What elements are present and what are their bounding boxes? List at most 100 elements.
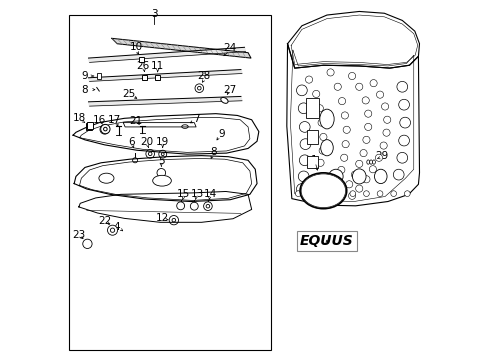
Circle shape	[195, 84, 203, 93]
Circle shape	[299, 122, 309, 132]
Circle shape	[300, 139, 310, 149]
Circle shape	[161, 153, 164, 156]
Text: 27: 27	[223, 85, 236, 95]
Circle shape	[339, 189, 346, 196]
Text: 9: 9	[81, 71, 88, 81]
Text: EQUUS: EQUUS	[300, 234, 353, 248]
Circle shape	[381, 103, 388, 110]
Ellipse shape	[319, 109, 333, 129]
Ellipse shape	[301, 174, 345, 208]
Text: 10: 10	[129, 42, 142, 52]
Bar	[306, 156, 317, 168]
Text: 13: 13	[190, 189, 203, 199]
Ellipse shape	[320, 140, 333, 156]
Text: 18: 18	[73, 113, 86, 123]
Circle shape	[379, 142, 386, 149]
Circle shape	[333, 177, 341, 184]
Circle shape	[326, 69, 333, 76]
Circle shape	[299, 155, 309, 166]
Circle shape	[190, 202, 198, 210]
Text: 8: 8	[81, 85, 88, 95]
Circle shape	[316, 159, 324, 166]
Ellipse shape	[99, 173, 114, 183]
Text: 4: 4	[114, 222, 120, 231]
Circle shape	[145, 149, 154, 158]
Text: 1: 1	[310, 155, 317, 165]
Circle shape	[349, 191, 355, 197]
Circle shape	[398, 99, 408, 110]
Text: 28: 28	[197, 71, 210, 81]
Circle shape	[322, 191, 328, 197]
Text: 19: 19	[156, 138, 169, 147]
Polygon shape	[74, 156, 257, 202]
Text: 17: 17	[108, 115, 121, 125]
Text: 24: 24	[223, 43, 236, 53]
Polygon shape	[112, 39, 250, 58]
Bar	[139, 57, 144, 62]
Text: 23: 23	[72, 230, 85, 239]
Text: 11: 11	[151, 61, 164, 71]
Circle shape	[392, 169, 403, 180]
Circle shape	[319, 134, 326, 140]
Circle shape	[316, 105, 323, 112]
Circle shape	[369, 80, 376, 87]
Ellipse shape	[374, 169, 386, 184]
Circle shape	[382, 129, 389, 136]
Circle shape	[398, 135, 408, 146]
Circle shape	[203, 202, 212, 211]
Circle shape	[368, 166, 376, 173]
Circle shape	[102, 128, 106, 131]
Text: 21: 21	[129, 116, 142, 126]
Circle shape	[298, 171, 308, 182]
Polygon shape	[88, 47, 245, 62]
Circle shape	[110, 228, 115, 232]
Polygon shape	[88, 96, 242, 106]
Circle shape	[333, 83, 341, 90]
Circle shape	[396, 81, 407, 92]
Circle shape	[305, 76, 312, 83]
Polygon shape	[73, 114, 258, 154]
Circle shape	[345, 181, 352, 188]
Circle shape	[362, 97, 368, 104]
Ellipse shape	[220, 98, 227, 103]
Circle shape	[82, 239, 92, 248]
Circle shape	[341, 112, 348, 119]
Circle shape	[176, 202, 184, 210]
Text: 7: 7	[192, 114, 199, 124]
Circle shape	[206, 204, 209, 208]
Ellipse shape	[352, 169, 366, 184]
Circle shape	[362, 176, 369, 183]
Ellipse shape	[300, 173, 346, 209]
Text: 20: 20	[140, 138, 153, 147]
Circle shape	[355, 185, 362, 192]
Circle shape	[148, 152, 152, 156]
Circle shape	[336, 191, 341, 197]
Circle shape	[355, 160, 362, 167]
Polygon shape	[88, 69, 242, 81]
Circle shape	[351, 171, 358, 178]
Circle shape	[329, 187, 336, 194]
Ellipse shape	[372, 160, 375, 164]
Circle shape	[319, 147, 325, 154]
Circle shape	[132, 158, 137, 163]
Polygon shape	[79, 192, 251, 222]
Bar	[306, 98, 318, 118]
Ellipse shape	[182, 125, 188, 129]
Text: 29: 29	[374, 150, 387, 161]
Bar	[306, 130, 317, 144]
Circle shape	[103, 127, 107, 131]
Text: 6: 6	[128, 138, 135, 147]
Text: 2: 2	[323, 240, 329, 250]
Circle shape	[343, 126, 349, 134]
Polygon shape	[123, 123, 196, 127]
Circle shape	[375, 154, 382, 161]
Circle shape	[396, 152, 407, 163]
Text: 16: 16	[92, 115, 106, 125]
Circle shape	[359, 149, 366, 157]
Circle shape	[308, 191, 314, 197]
Ellipse shape	[369, 160, 372, 164]
Circle shape	[157, 168, 165, 177]
Circle shape	[399, 117, 410, 128]
Circle shape	[390, 191, 396, 197]
Circle shape	[312, 90, 319, 98]
